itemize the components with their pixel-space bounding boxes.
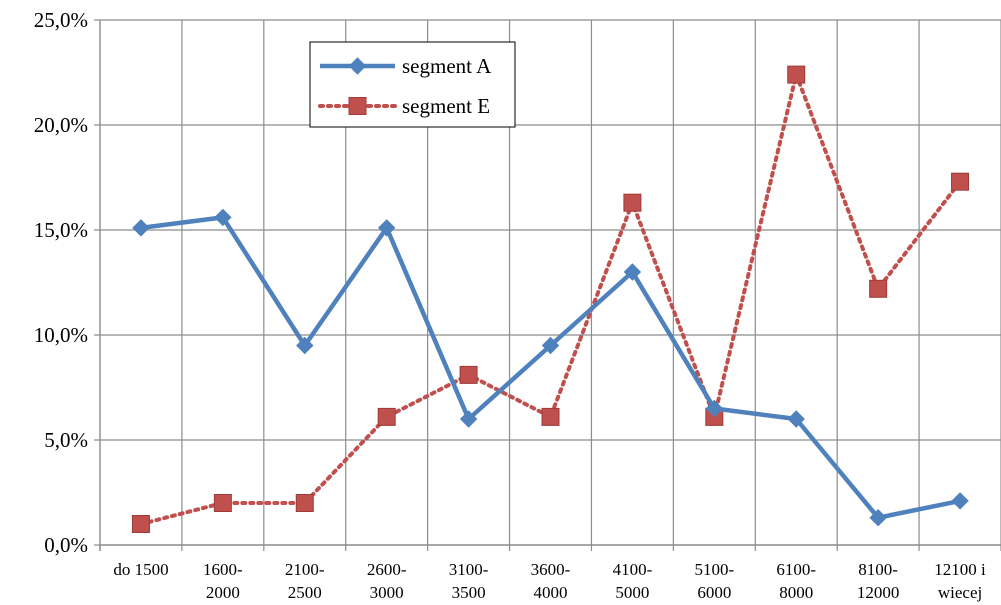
y-tick-label: 0,0%	[44, 533, 88, 557]
data-point	[705, 399, 724, 418]
data-point	[213, 494, 232, 512]
legend-marker	[348, 57, 367, 75]
x-tick-label: 1600-2000	[203, 560, 243, 602]
y-tick-label: 25,0%	[34, 8, 88, 32]
y-tick-label: 15,0%	[34, 218, 88, 242]
x-tick-label: 8100-12000	[857, 560, 900, 602]
data-point	[541, 336, 560, 355]
axes: 0,0% 5,0% 10,0% 15,0% 20,0% 25,0% do 1500 1600-…	[34, 8, 1001, 602]
legend: segment A segment E	[309, 41, 516, 128]
data-point	[377, 219, 396, 237]
x-tick-label: 3600-4000	[531, 560, 571, 602]
y-tick-label: 20,0%	[34, 113, 88, 137]
x-tick-label: 12100 i wiecej	[934, 560, 986, 602]
data-point	[869, 279, 888, 298]
data-point	[459, 410, 478, 428]
data-point	[623, 263, 642, 281]
legend-marker	[348, 97, 367, 115]
data-point	[132, 219, 150, 237]
legend-label: segment E	[402, 94, 490, 118]
y-tick-label: 10,0%	[34, 323, 88, 347]
data-point	[951, 172, 970, 191]
legend-label: segment A	[402, 54, 492, 78]
x-tick-label: 6100-8000	[776, 560, 816, 602]
data-point	[131, 515, 150, 533]
x-tick-label: 2100-2500	[285, 560, 325, 602]
x-tick-label: 3100-3500	[449, 560, 489, 602]
data-point	[869, 508, 887, 527]
x-tick-label: 5100-6000	[694, 560, 734, 602]
data-point	[377, 407, 396, 426]
data-point	[541, 407, 560, 426]
series	[131, 65, 970, 533]
series-segment-a	[132, 208, 969, 527]
legend-box	[309, 41, 516, 128]
data-point	[787, 65, 806, 84]
data-point	[623, 193, 642, 212]
data-point	[295, 494, 314, 512]
data-point	[296, 336, 314, 355]
series-line	[138, 72, 963, 526]
x-tick-label: 2600-3000	[367, 560, 407, 602]
y-tick-label: 5,0%	[44, 428, 88, 452]
gridlines	[100, 19, 1001, 545]
series-segment-e	[131, 65, 970, 533]
x-tick-label: do 1500	[113, 560, 168, 579]
x-tick-label: 4100-5000	[613, 560, 653, 602]
data-point	[214, 208, 232, 227]
data-point	[787, 410, 805, 428]
data-point	[459, 365, 478, 384]
data-point	[951, 492, 969, 510]
